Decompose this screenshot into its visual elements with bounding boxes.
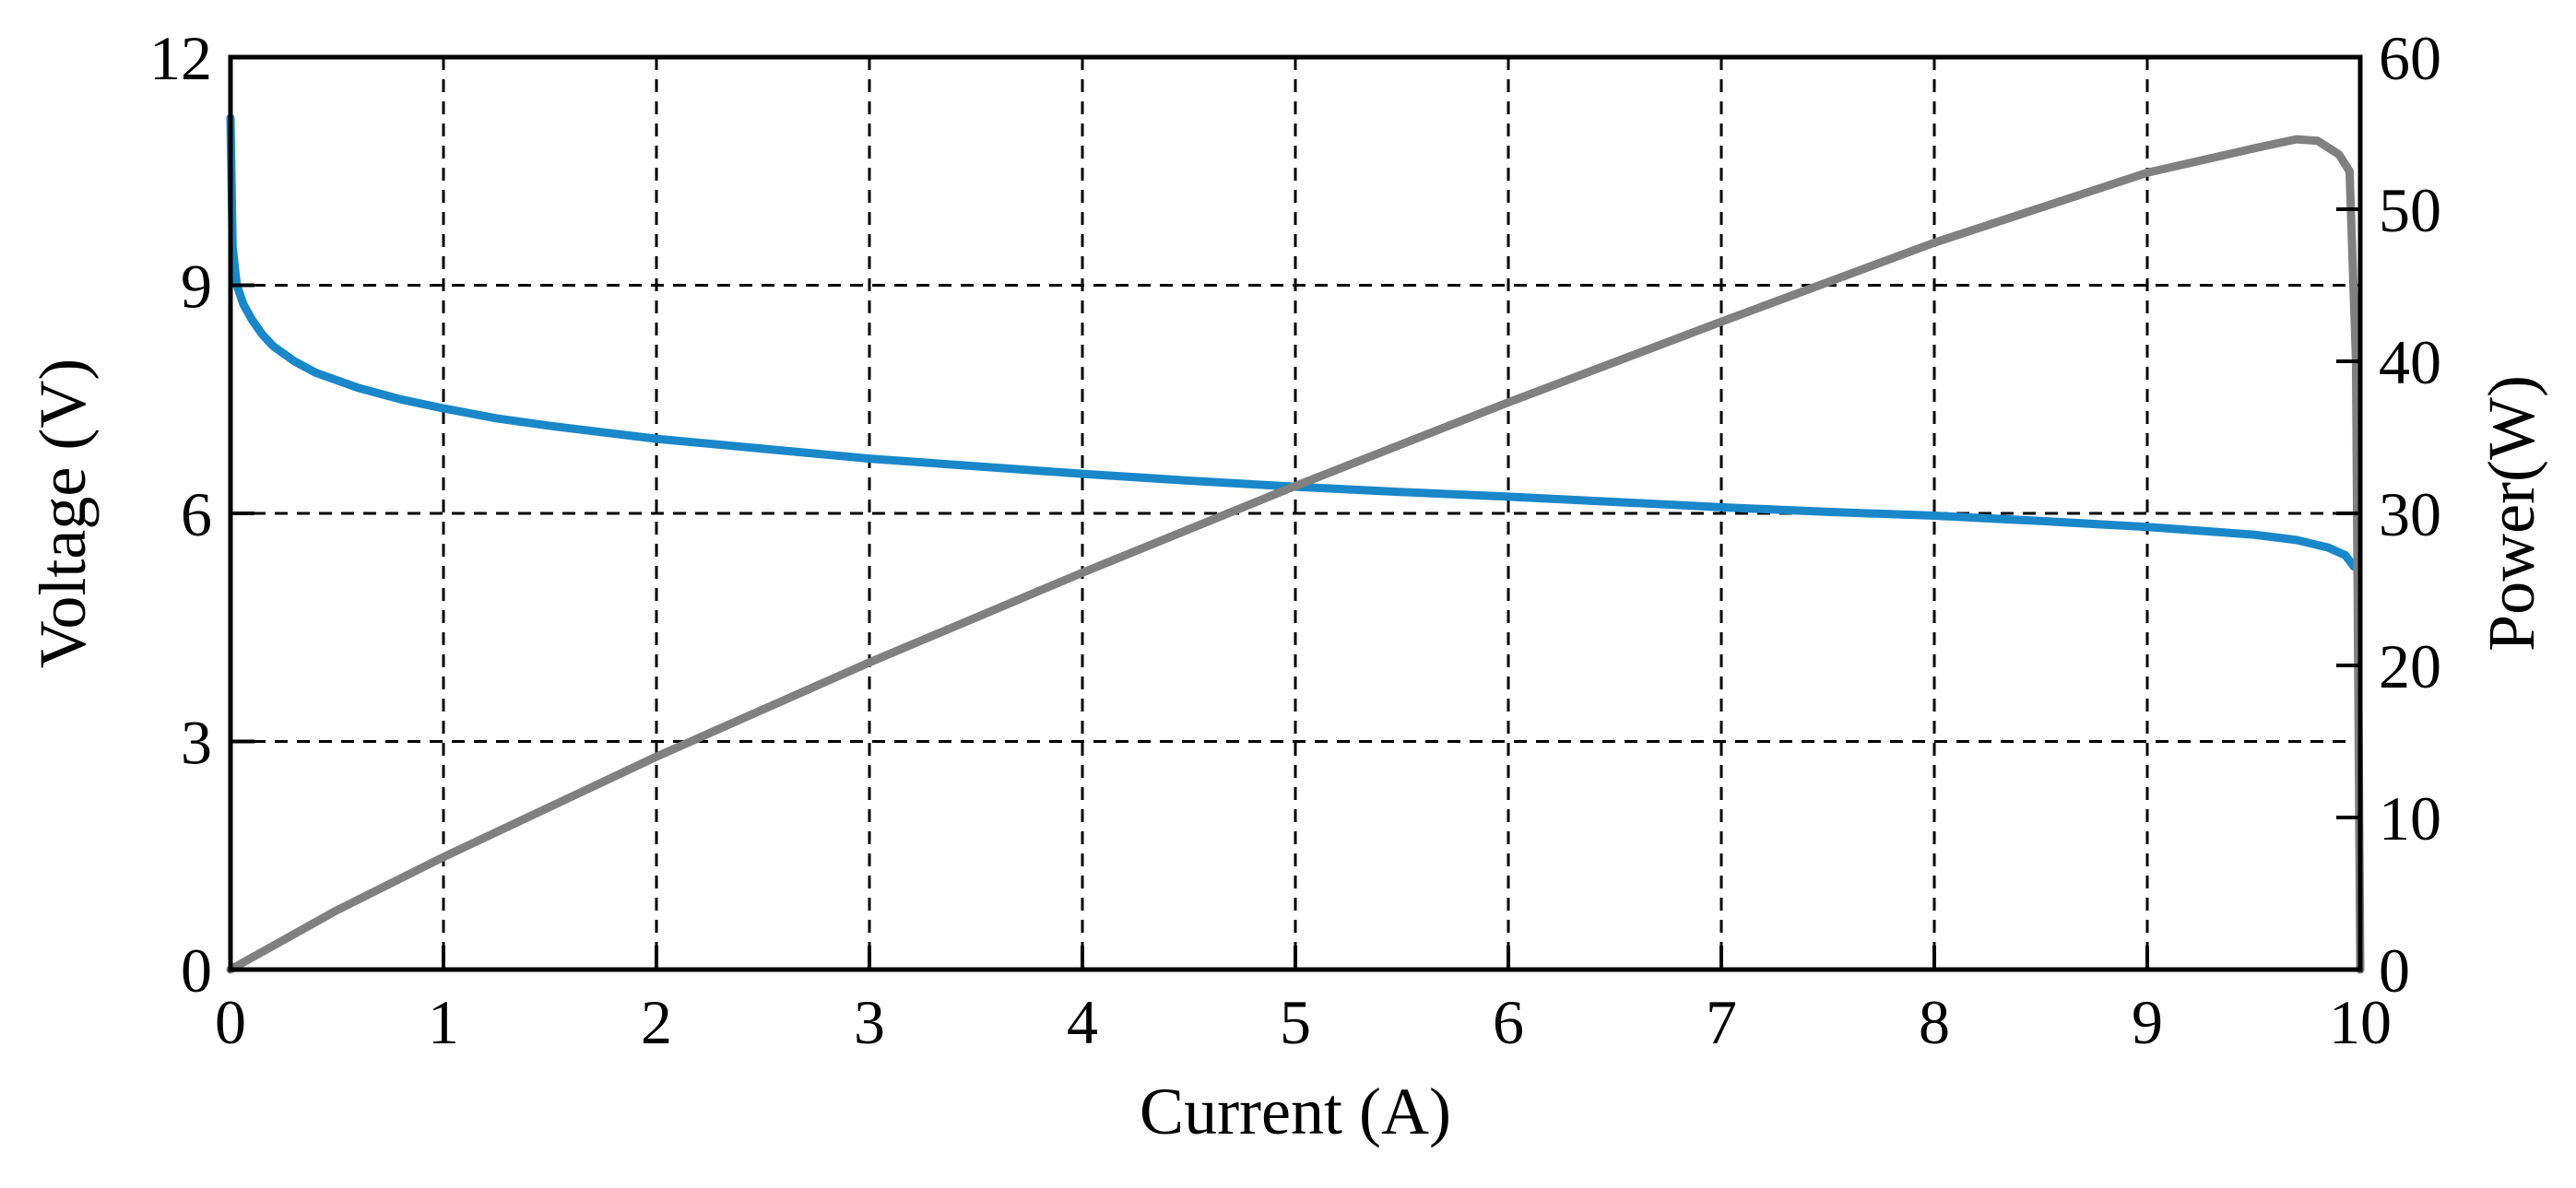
y-left-tick-label: 3	[181, 708, 212, 778]
y-left-tick-label: 0	[181, 935, 212, 1006]
y-left-axis-label: Voltage (V)	[26, 359, 100, 669]
x-tick-label: 5	[1280, 987, 1311, 1057]
x-tick-label: 6	[1493, 987, 1524, 1057]
x-tick-label: 4	[1067, 987, 1098, 1057]
x-tick-label: 8	[1919, 987, 1950, 1057]
x-tick-label: 0	[215, 987, 246, 1057]
y-left-tick-label: 12	[149, 23, 212, 93]
series-lines	[226, 113, 2365, 974]
x-tick-label: 2	[641, 987, 672, 1057]
axis-ticks	[229, 55, 2362, 971]
y-right-tick-label: 40	[2379, 327, 2441, 397]
power-series-line	[226, 135, 2365, 974]
y-right-tick-label: 20	[2379, 631, 2441, 701]
x-axis-label: Current (A)	[1140, 1075, 1451, 1148]
y-left-tick-label: 6	[181, 479, 212, 549]
y-right-tick-label: 60	[2379, 23, 2441, 93]
x-tick-label: 10	[2329, 987, 2392, 1057]
y-right-tick-label: 30	[2379, 479, 2441, 549]
y-right-tick-label: 50	[2379, 175, 2441, 245]
y-right-tick-label: 10	[2379, 783, 2441, 853]
x-tick-label: 9	[2132, 987, 2163, 1057]
grid-lines	[230, 57, 2360, 970]
x-tick-label: 3	[854, 987, 885, 1057]
x-tick-label: 7	[1706, 987, 1737, 1057]
x-tick-label: 1	[428, 987, 459, 1057]
y-left-tick-label: 9	[181, 252, 212, 322]
y-right-axis-label: Power(W)	[2475, 375, 2548, 652]
voltage-series-line	[226, 113, 2358, 571]
y-right-tick-label: 0	[2379, 935, 2410, 1006]
